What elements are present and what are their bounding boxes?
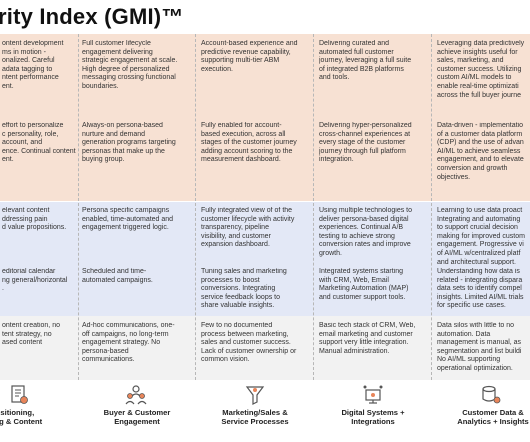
cell-processes-level-4: Fully enabled for account-based executio… bbox=[201, 122, 297, 164]
cell-systems-level-2: Integrated systems starting with CRM, Web… bbox=[319, 268, 409, 301]
cell-processes-level-1: Few to no documented process between mark… bbox=[201, 322, 297, 364]
cell-engagement-level-3: Persona specific campaigns enabled, time-… bbox=[82, 207, 174, 232]
cell-systems-level-1: Basic tech stack of CRM, Web, email marke… bbox=[319, 322, 416, 355]
cell-data-level-3: Learning to use data proact Integrating a… bbox=[437, 207, 525, 265]
cell-systems-level-3: Using multiple technologies to deliver pe… bbox=[319, 207, 412, 257]
funnel-gear-icon bbox=[245, 386, 265, 405]
cell-content-level-4: effort to personalize c personality, role… bbox=[2, 122, 76, 164]
data-analytics-icon bbox=[482, 385, 501, 404]
cell-processes-level-3: Fully integrated view of of the customer … bbox=[201, 207, 295, 249]
footer-label-engagement: Buyer & Customer Engagement bbox=[103, 408, 171, 427]
cell-content-level-1: ontent creation, no tent strategy, no ased… bbox=[2, 322, 60, 347]
content-doc-icon bbox=[11, 385, 28, 404]
column-divider bbox=[195, 34, 196, 380]
cell-content-level-3: elevant content ddressing pain d value pro… bbox=[2, 207, 67, 232]
cell-data-level-4: Data-driven - implementatio of a customer… bbox=[437, 122, 524, 181]
column-divider bbox=[78, 34, 79, 380]
cell-engagement-level-4: Always-on persona-based nurture and deman… bbox=[82, 122, 176, 164]
level-band-bottom bbox=[0, 316, 530, 380]
network-monitor-icon bbox=[363, 385, 383, 404]
cell-data-level-1: Data silos with little to no automation. … bbox=[437, 322, 522, 372]
footer-label-data: Customer Data & Analytics + Insights bbox=[457, 408, 529, 427]
cell-engagement-level-5: Full customer lifecycle engagement delive… bbox=[82, 40, 178, 90]
cell-processes-level-5: Account-based experience and predictive r… bbox=[201, 40, 298, 73]
footer-label-processes: Marketing/Sales & Service Processes bbox=[221, 408, 289, 427]
cell-engagement-level-2: Scheduled and time-automated campaigns. bbox=[82, 268, 153, 284]
column-divider bbox=[431, 34, 432, 380]
cell-systems-level-4: Delivering hyper-personalized cross-chann… bbox=[319, 122, 412, 164]
cell-content-level-2: editorial calendar ng general/horizontal. bbox=[2, 268, 68, 293]
level-band-top bbox=[0, 34, 530, 201]
cell-data-level-2: Understanding how data is related - integ… bbox=[437, 268, 524, 310]
footer-label-systems: Digital Systems + Integrations bbox=[341, 408, 405, 427]
level-band-middle bbox=[0, 202, 530, 316]
page-title: rity Index (GMI)™ bbox=[0, 4, 184, 29]
cell-engagement-level-1: Ad-hoc communications, one-off campaigns… bbox=[82, 322, 175, 364]
column-divider bbox=[313, 34, 314, 380]
cell-content-level-5: ontent development ms in motion - onalized… bbox=[2, 40, 64, 90]
buyer-group-icon bbox=[125, 385, 147, 405]
cell-processes-level-2: Tuning sales and marketing processes to b… bbox=[201, 268, 287, 310]
footer-label-content: ositioning,ging & Content bbox=[0, 408, 43, 427]
cell-data-level-5: Leveraging data predictively achieve insi… bbox=[437, 40, 525, 99]
cell-systems-level-5: Delivering curated and automated full cus… bbox=[319, 40, 412, 82]
